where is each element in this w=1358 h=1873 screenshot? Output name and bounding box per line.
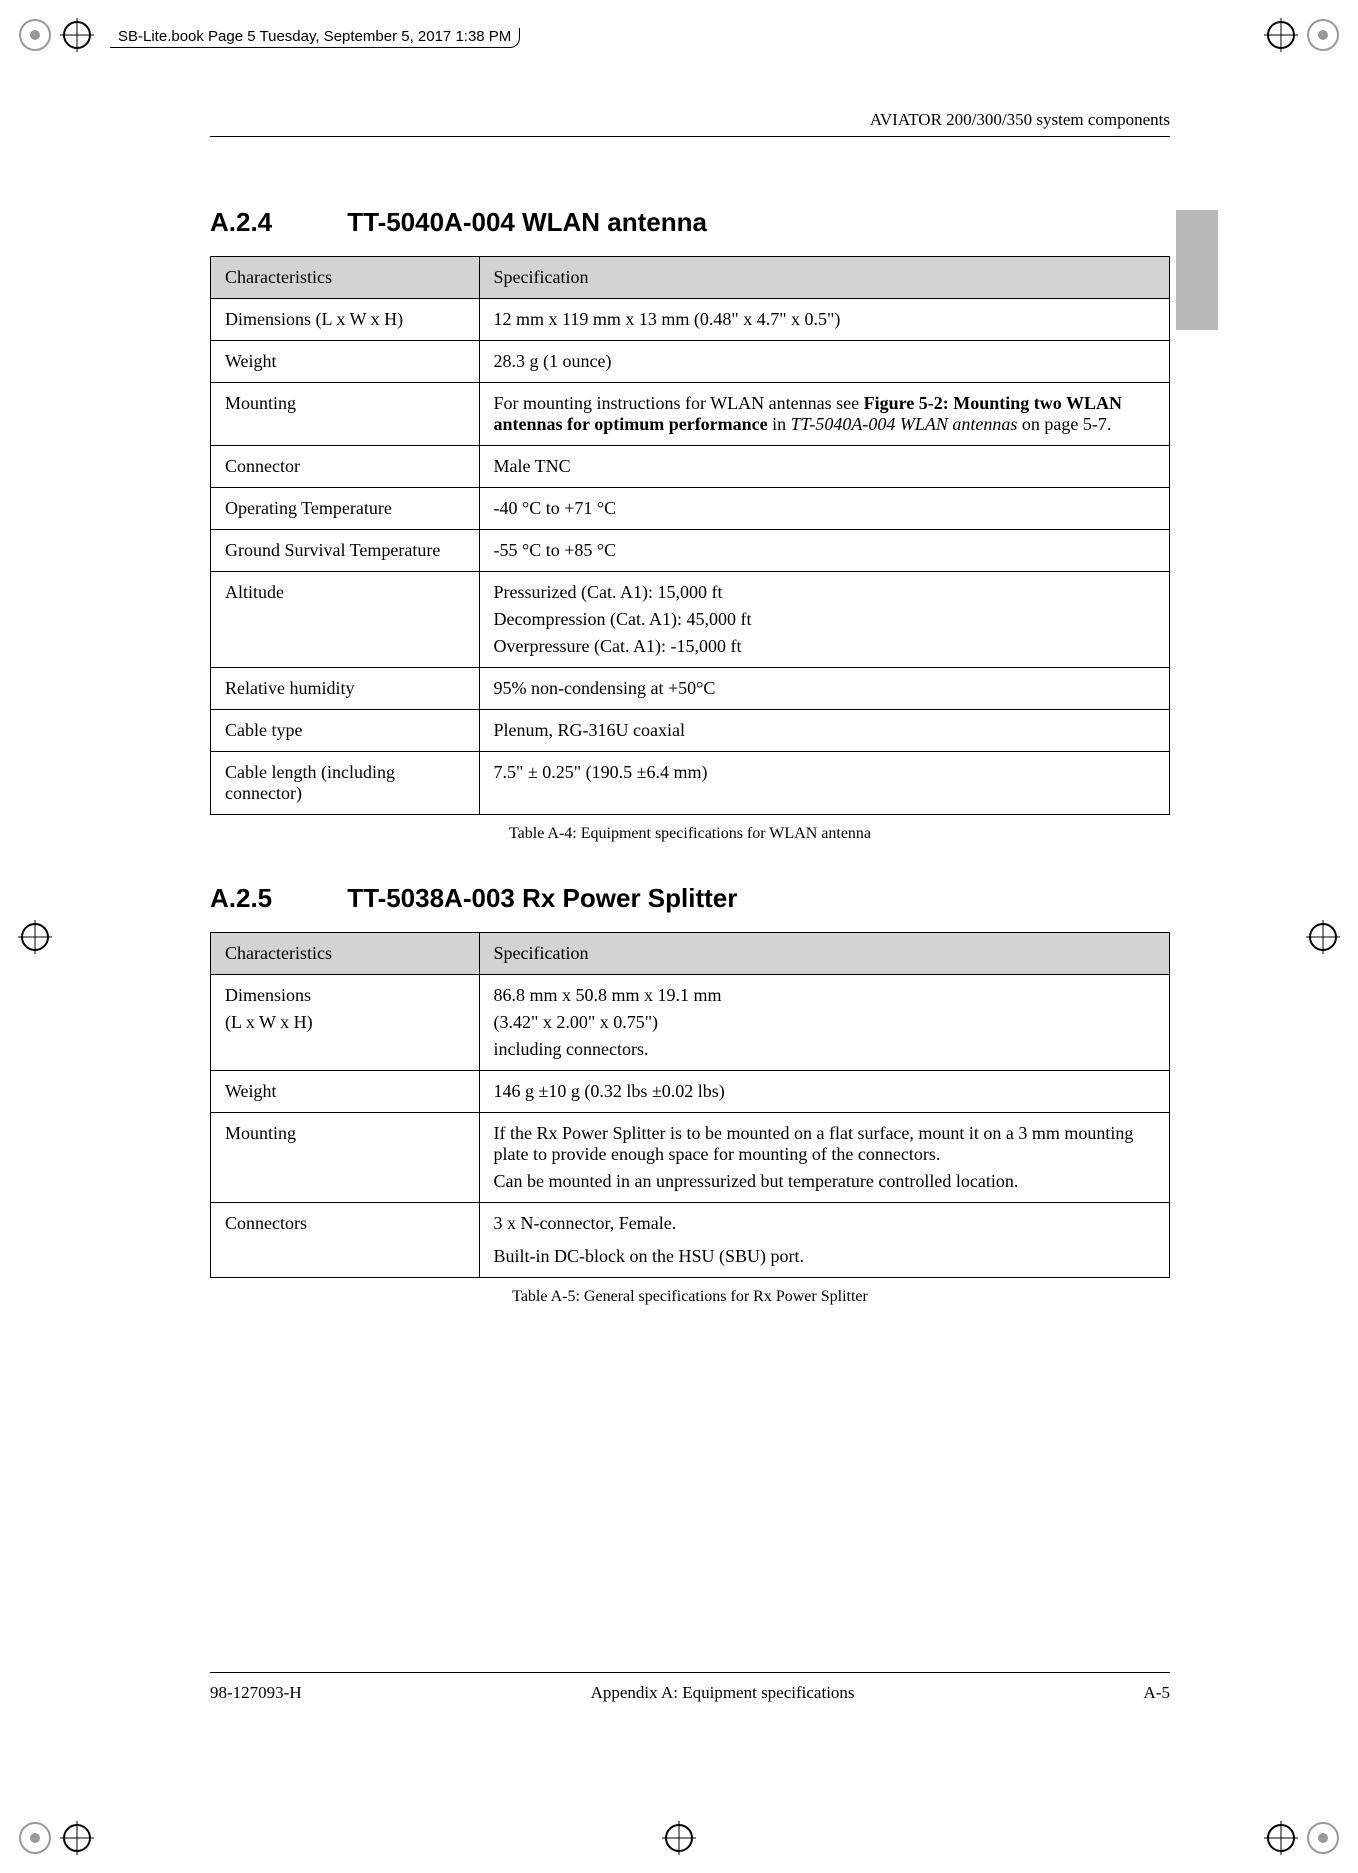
side-tab [1176, 210, 1218, 330]
spec-char: Weight [211, 341, 480, 383]
spec-value: 28.3 g (1 ounce) [479, 341, 1169, 383]
crop-mark-icon [18, 18, 94, 52]
crop-mark-icon [1264, 18, 1340, 52]
table-caption: Table A-5: General specifications for Rx… [210, 1288, 1170, 1306]
spec-table-2: Characteristics Specification Dimensions… [210, 932, 1170, 1278]
spec-value: 3 x N-connector, Female. Built-in DC-blo… [479, 1203, 1169, 1278]
book-tag: SB-Lite.book Page 5 Tuesday, September 5… [110, 28, 520, 48]
spec-char: Operating Temperature [211, 488, 480, 530]
table-row: Cable length (including connector) 7.5" … [211, 752, 1170, 815]
table-header-row: Characteristics Specification [211, 933, 1170, 975]
table-header: Characteristics [211, 933, 480, 975]
spec-char: Cable type [211, 710, 480, 752]
section-title: TT-5040A-004 WLAN antenna [347, 207, 707, 237]
spec-value: Plenum, RG-316U coaxial [479, 710, 1169, 752]
spec-value: 12 mm x 119 mm x 13 mm (0.48" x 4.7" x 0… [479, 299, 1169, 341]
spec-value: -40 °C to +71 °C [479, 488, 1169, 530]
table-header: Specification [479, 257, 1169, 299]
table-row: Altitude Pressurized (Cat. A1): 15,000 f… [211, 572, 1170, 668]
spec-char: Weight [211, 1071, 480, 1113]
table-row: Weight 28.3 g (1 ounce) [211, 341, 1170, 383]
spec-char: Ground Survival Temperature [211, 530, 480, 572]
section-number: A.2.4 [210, 207, 340, 238]
table-row: Mounting For mounting instructions for W… [211, 383, 1170, 446]
spec-char: Altitude [211, 572, 480, 668]
table-row: Operating Temperature -40 °C to +71 °C [211, 488, 1170, 530]
table-row: Weight 146 g ±10 g (0.32 lbs ±0.02 lbs) [211, 1071, 1170, 1113]
spec-char: Dimensions (L x W x H) [211, 299, 480, 341]
content-area: AVIATOR 200/300/350 system components A.… [210, 110, 1170, 1306]
spec-char: Dimensions (L x W x H) [211, 975, 480, 1071]
table-caption: Table A-4: Equipment specifications for … [210, 825, 1170, 843]
footer-doc-number: 98-127093-H [210, 1683, 302, 1703]
spec-value: 146 g ±10 g (0.32 lbs ±0.02 lbs) [479, 1071, 1169, 1113]
section-heading-2: A.2.5 TT-5038A-003 Rx Power Splitter [210, 883, 1170, 914]
table-row: Connectors 3 x N-connector, Female. Buil… [211, 1203, 1170, 1278]
table-row: Connector Male TNC [211, 446, 1170, 488]
spec-value: -55 °C to +85 °C [479, 530, 1169, 572]
table-row: Dimensions (L x W x H) 12 mm x 119 mm x … [211, 299, 1170, 341]
table-row: Relative humidity 95% non-condensing at … [211, 668, 1170, 710]
table-row: Ground Survival Temperature -55 °C to +8… [211, 530, 1170, 572]
crop-mark-icon [18, 1821, 94, 1855]
crop-mark-icon [1264, 1821, 1340, 1855]
spec-value: 7.5" ± 0.25" (190.5 ±6.4 mm) [479, 752, 1169, 815]
table-row: Dimensions (L x W x H) 86.8 mm x 50.8 mm… [211, 975, 1170, 1071]
crop-mark-icon [662, 1821, 696, 1855]
section-heading-1: A.2.4 TT-5040A-004 WLAN antenna [210, 207, 1170, 238]
table-header-row: Characteristics Specification [211, 257, 1170, 299]
footer-page-number: A-5 [1144, 1683, 1170, 1703]
spec-char: Mounting [211, 383, 480, 446]
spec-value: For mounting instructions for WLAN anten… [479, 383, 1169, 446]
table-header: Specification [479, 933, 1169, 975]
spec-value: 95% non-condensing at +50°C [479, 668, 1169, 710]
crop-mark-icon [1306, 920, 1340, 954]
page: SB-Lite.book Page 5 Tuesday, September 5… [0, 0, 1358, 1873]
spec-char: Mounting [211, 1113, 480, 1203]
section-number: A.2.5 [210, 883, 340, 914]
spec-value: 86.8 mm x 50.8 mm x 19.1 mm (3.42" x 2.0… [479, 975, 1169, 1071]
spec-value: If the Rx Power Splitter is to be mounte… [479, 1113, 1169, 1203]
spec-table-1: Characteristics Specification Dimensions… [210, 256, 1170, 815]
crop-mark-icon [18, 920, 52, 954]
spec-value: Pressurized (Cat. A1): 15,000 ft Decompr… [479, 572, 1169, 668]
footer-chapter: Appendix A: Equipment specifications [591, 1683, 855, 1703]
page-footer: 98-127093-H Appendix A: Equipment specif… [210, 1672, 1170, 1703]
table-header: Characteristics [211, 257, 480, 299]
spec-value: Male TNC [479, 446, 1169, 488]
spec-char: Cable length (including connector) [211, 752, 480, 815]
section-title: TT-5038A-003 Rx Power Splitter [347, 883, 737, 913]
table-row: Mounting If the Rx Power Splitter is to … [211, 1113, 1170, 1203]
spec-char: Connectors [211, 1203, 480, 1278]
running-header: AVIATOR 200/300/350 system components [210, 110, 1170, 137]
table-row: Cable type Plenum, RG-316U coaxial [211, 710, 1170, 752]
spec-char: Connector [211, 446, 480, 488]
spec-char: Relative humidity [211, 668, 480, 710]
